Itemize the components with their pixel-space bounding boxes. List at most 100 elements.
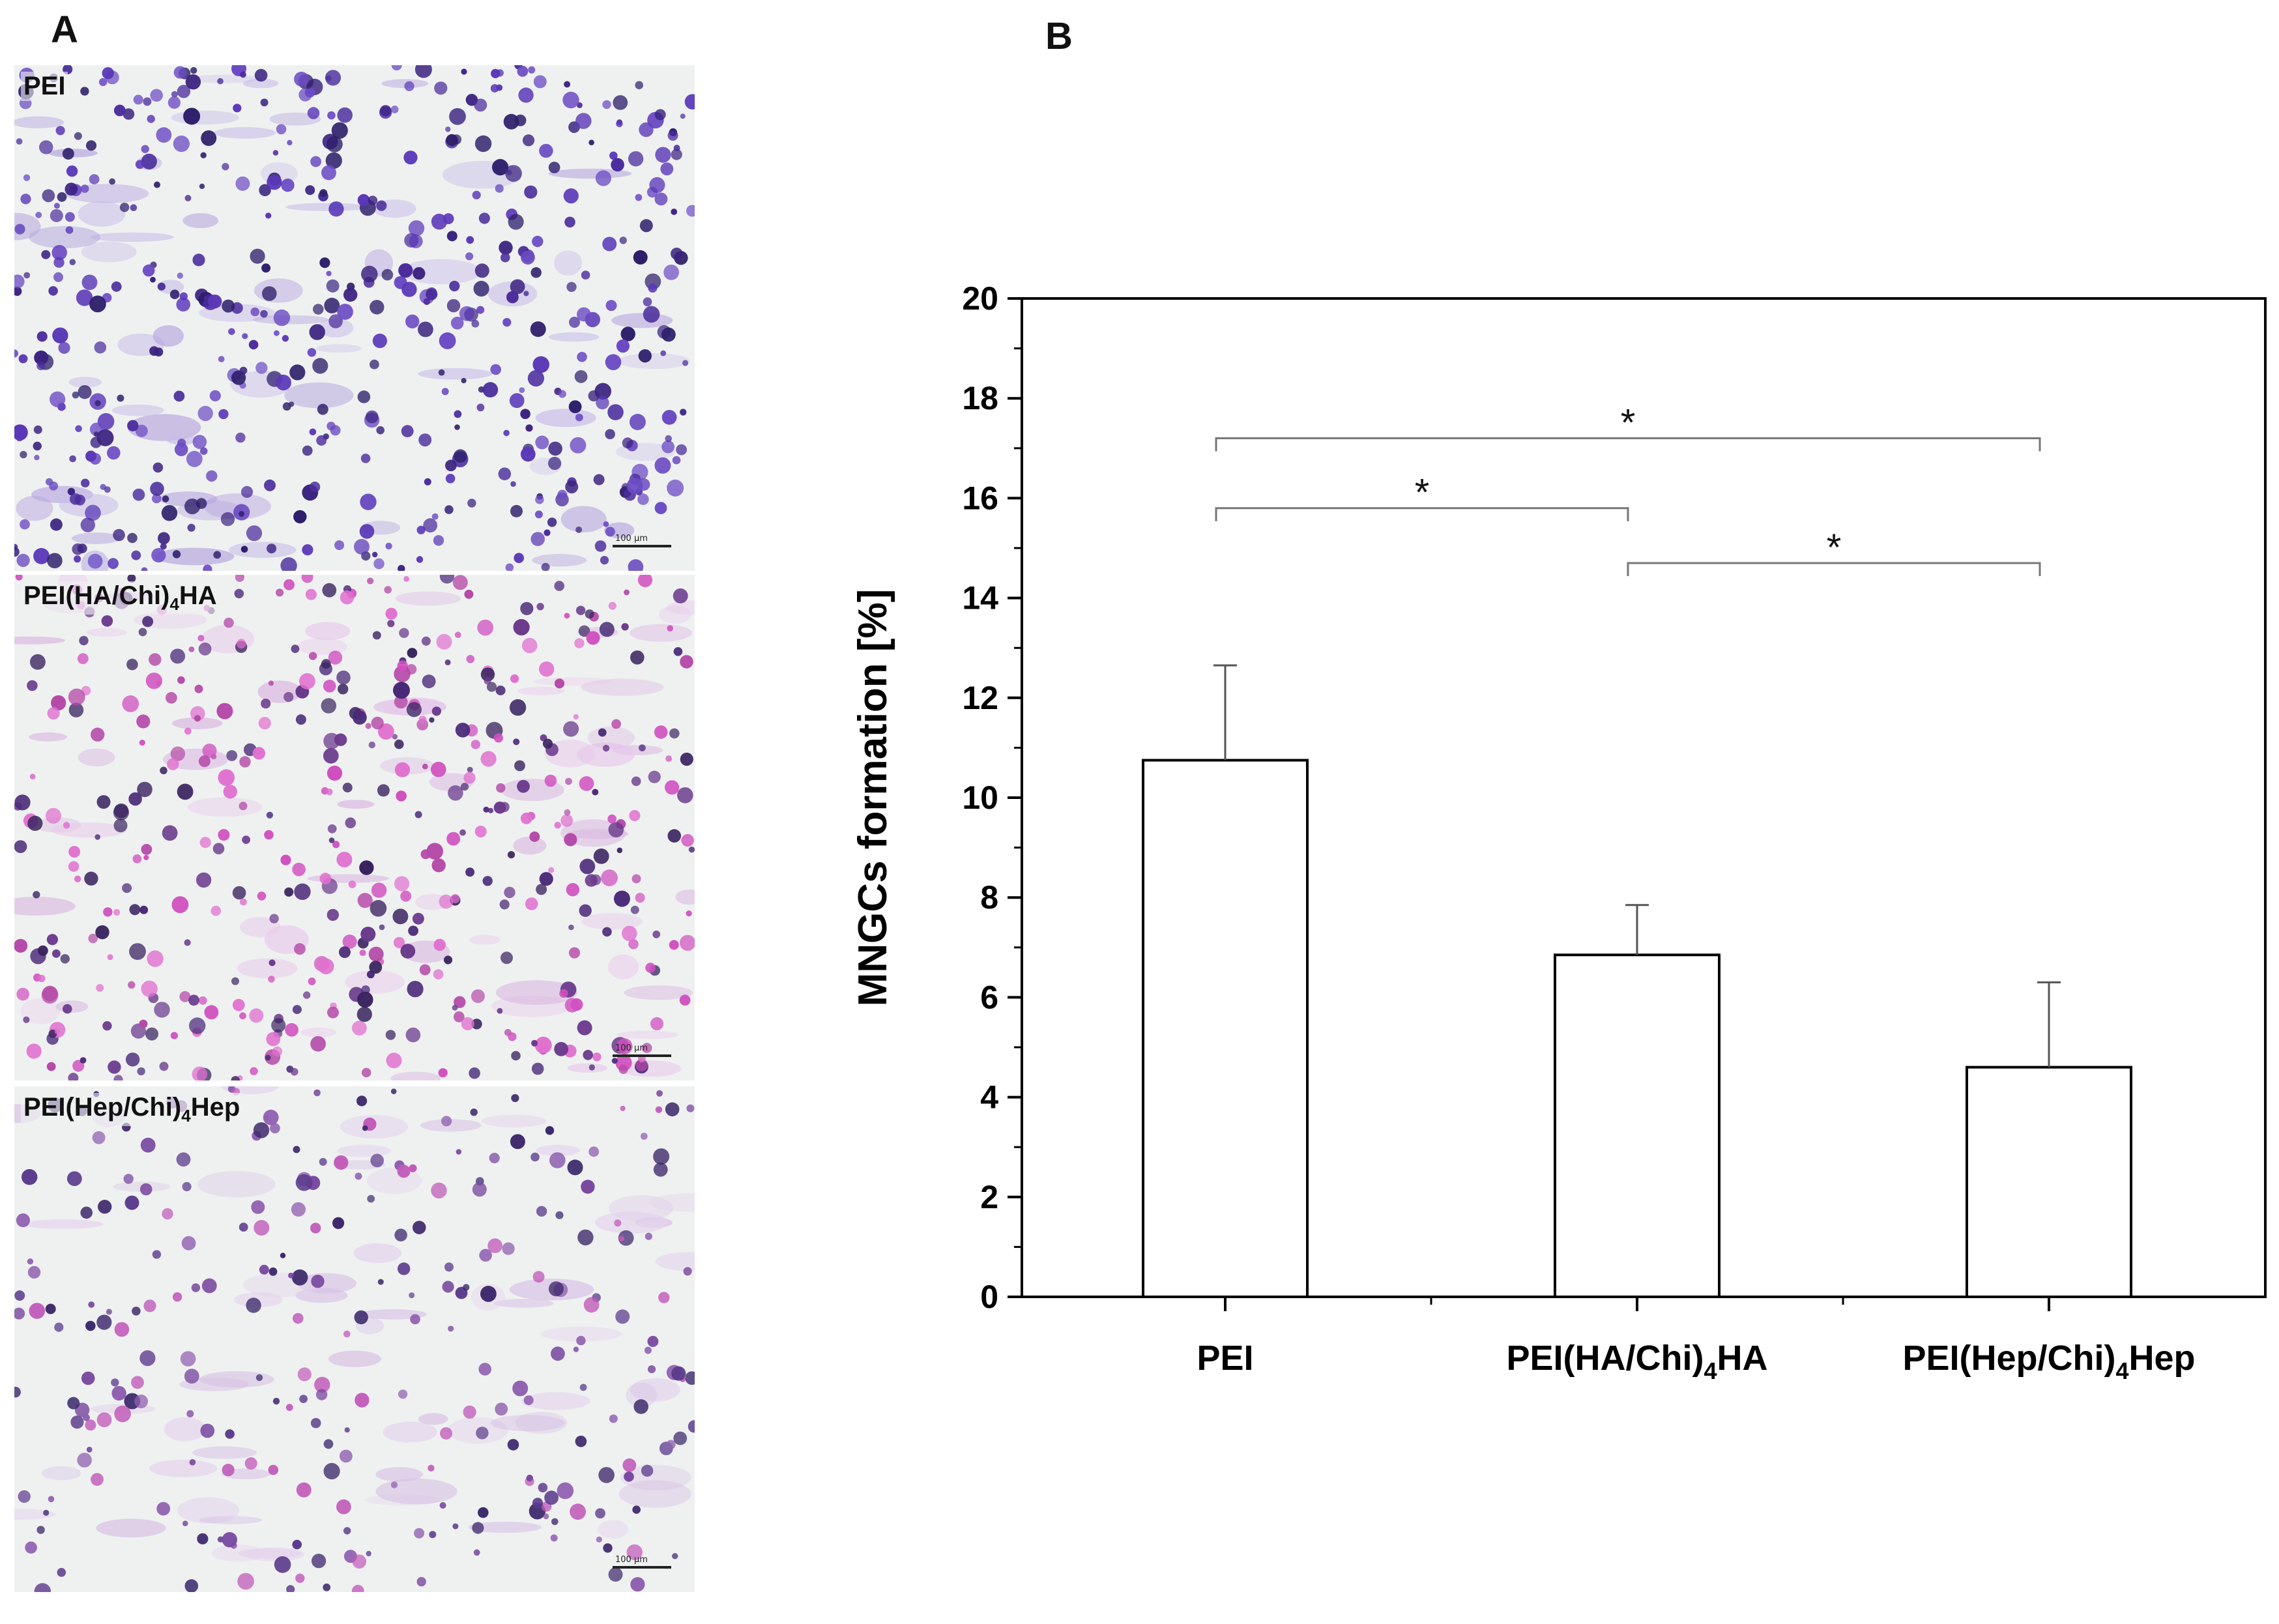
- cell-spread: [214, 127, 276, 139]
- cell-nucleus: [429, 717, 435, 723]
- cell-nucleus: [321, 165, 336, 181]
- cell-nucleus: [478, 212, 491, 224]
- cell-nucleus: [283, 579, 295, 590]
- cell-nucleus: [669, 940, 679, 950]
- cell-nucleus: [149, 653, 162, 666]
- cell-nucleus: [127, 575, 136, 583]
- cell-nucleus: [343, 1527, 351, 1535]
- cell-nucleus: [626, 478, 643, 494]
- cell-nucleus: [554, 822, 561, 829]
- cell-spread: [297, 1273, 356, 1294]
- cell-nucleus: [324, 297, 340, 313]
- cell-spread: [495, 980, 578, 1005]
- cell-nucleus: [671, 1366, 686, 1381]
- cell-nucleus: [686, 205, 695, 217]
- cell-nucleus: [129, 943, 146, 960]
- cell-nucleus: [260, 310, 268, 318]
- cell-nucleus: [167, 96, 181, 109]
- cell-nucleus: [423, 518, 438, 533]
- cell-nucleus: [204, 1005, 219, 1020]
- cell-nucleus: [456, 1149, 461, 1155]
- cell-nucleus: [150, 276, 156, 283]
- cell-nucleus: [372, 551, 378, 558]
- cell-nucleus: [405, 314, 420, 328]
- cell-nucleus: [564, 81, 571, 88]
- cell-nucleus: [409, 1292, 415, 1299]
- cell-nucleus: [683, 1267, 692, 1276]
- cell-nucleus: [269, 959, 276, 966]
- cell-nucleus: [114, 1322, 130, 1337]
- cell-nucleus: [323, 680, 336, 693]
- micrograph-label: PEI(Hep/Chi)4Hep: [21, 1093, 243, 1126]
- cell-nucleus: [75, 425, 82, 433]
- cell-nucleus: [254, 1220, 270, 1236]
- cell-nucleus: [544, 774, 557, 787]
- cell-nucleus: [33, 441, 42, 451]
- cell-nucleus: [352, 1021, 367, 1036]
- cell-nucleus: [74, 555, 81, 563]
- cell-nucleus: [367, 1195, 375, 1203]
- cell-nucleus: [33, 547, 50, 564]
- cell-nucleus: [439, 894, 454, 909]
- cell-nucleus: [235, 575, 244, 582]
- cell-nucleus: [310, 1036, 326, 1052]
- micrograph-image: [14, 65, 695, 571]
- cell-nucleus: [147, 950, 164, 967]
- cell-spread: [304, 622, 351, 641]
- cell-nucleus: [280, 1253, 286, 1258]
- y-tick-label: 18: [962, 380, 998, 416]
- cell-nucleus: [370, 1153, 384, 1168]
- cell-nucleus: [532, 235, 544, 248]
- cell-nucleus: [156, 1501, 171, 1516]
- cell-nucleus: [595, 170, 612, 186]
- cell-nucleus: [548, 456, 562, 471]
- cell-nucleus: [330, 425, 341, 436]
- cell-nucleus: [336, 670, 351, 685]
- cell-nucleus: [96, 983, 104, 992]
- cell-nucleus: [184, 939, 191, 946]
- cell-nucleus: [184, 727, 192, 735]
- cell-nucleus: [671, 149, 682, 160]
- cell-nucleus: [454, 631, 461, 639]
- cell-spread: [68, 377, 102, 388]
- cell-nucleus: [68, 1073, 79, 1080]
- cell-nucleus: [197, 405, 213, 422]
- cell-nucleus: [240, 71, 246, 78]
- cell-nucleus: [403, 576, 409, 582]
- cell-nucleus: [137, 781, 152, 798]
- cell-nucleus: [448, 1326, 454, 1332]
- cell-nucleus: [197, 1533, 209, 1544]
- cell-nucleus: [564, 809, 571, 816]
- cell-nucleus: [459, 306, 474, 321]
- cell-nucleus: [613, 95, 628, 110]
- cell-nucleus: [68, 703, 84, 718]
- cell-nucleus: [254, 68, 268, 82]
- cell-nucleus: [455, 723, 471, 738]
- cell-nucleus: [88, 1301, 95, 1308]
- cell-nucleus: [548, 441, 562, 456]
- cell-spread: [587, 726, 635, 749]
- cell-nucleus: [342, 783, 353, 792]
- cell-nucleus: [671, 248, 683, 260]
- cell-spread: [337, 1144, 391, 1157]
- cell-nucleus: [81, 1371, 95, 1385]
- cell-nucleus: [91, 1473, 104, 1486]
- cell-nucleus: [266, 811, 274, 819]
- cell-spread: [90, 232, 174, 242]
- cell-nucleus: [74, 132, 82, 140]
- y-tick-label: 20: [962, 280, 998, 317]
- bar: [1554, 953, 1720, 1299]
- cell-nucleus: [66, 1171, 82, 1186]
- cell-nucleus: [27, 1258, 34, 1265]
- cell-nucleus: [609, 151, 618, 160]
- cell-nucleus: [199, 297, 205, 303]
- cell-nucleus: [550, 1534, 558, 1542]
- cell-nucleus: [113, 104, 126, 117]
- cell-nucleus: [628, 939, 639, 950]
- cell-nucleus: [113, 908, 121, 916]
- cell-spread: [618, 353, 690, 370]
- cell-nucleus: [472, 190, 481, 199]
- cell-nucleus: [200, 1423, 215, 1438]
- cell-nucleus: [511, 1051, 521, 1061]
- cell-nucleus: [170, 746, 186, 761]
